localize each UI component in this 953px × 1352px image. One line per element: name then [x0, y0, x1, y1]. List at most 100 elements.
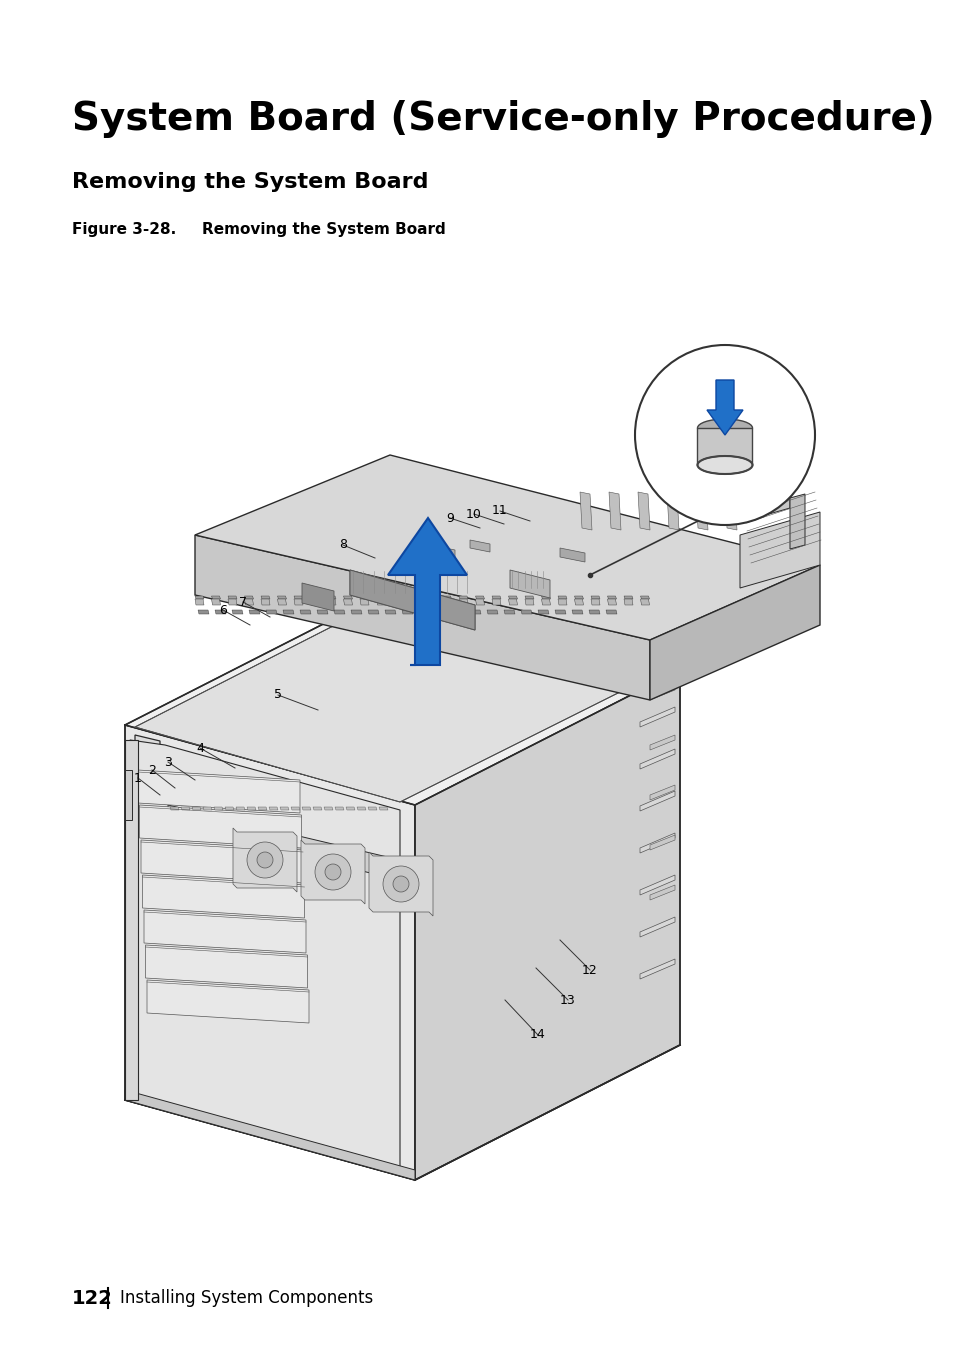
- Polygon shape: [607, 599, 616, 604]
- Polygon shape: [388, 518, 467, 665]
- Polygon shape: [393, 599, 401, 604]
- Polygon shape: [247, 807, 255, 810]
- Polygon shape: [426, 599, 435, 604]
- Circle shape: [247, 842, 283, 877]
- Polygon shape: [442, 599, 451, 604]
- Polygon shape: [639, 917, 675, 937]
- Polygon shape: [194, 535, 649, 700]
- Polygon shape: [228, 596, 236, 599]
- Polygon shape: [299, 610, 311, 614]
- Polygon shape: [376, 599, 385, 604]
- Polygon shape: [537, 610, 548, 614]
- Polygon shape: [401, 610, 413, 614]
- Polygon shape: [141, 840, 303, 883]
- Circle shape: [635, 345, 814, 525]
- Polygon shape: [310, 596, 319, 599]
- Circle shape: [325, 864, 340, 880]
- Polygon shape: [724, 492, 737, 530]
- Polygon shape: [486, 610, 497, 614]
- Polygon shape: [125, 1090, 415, 1180]
- Polygon shape: [639, 875, 675, 895]
- Polygon shape: [588, 610, 599, 614]
- Polygon shape: [369, 852, 433, 917]
- Circle shape: [314, 854, 351, 890]
- Polygon shape: [261, 599, 270, 604]
- Polygon shape: [508, 596, 517, 599]
- Polygon shape: [649, 786, 675, 800]
- Polygon shape: [302, 807, 311, 810]
- Polygon shape: [393, 596, 401, 599]
- Polygon shape: [639, 959, 675, 979]
- Polygon shape: [310, 599, 319, 604]
- Polygon shape: [194, 599, 204, 604]
- Polygon shape: [649, 886, 675, 900]
- Polygon shape: [555, 610, 565, 614]
- Polygon shape: [649, 836, 675, 850]
- Polygon shape: [639, 596, 649, 599]
- Polygon shape: [343, 596, 352, 599]
- Polygon shape: [294, 596, 303, 599]
- Text: Removing the System Board: Removing the System Board: [71, 172, 428, 192]
- Polygon shape: [475, 599, 484, 604]
- Polygon shape: [475, 596, 484, 599]
- Text: 1: 1: [134, 772, 142, 784]
- Polygon shape: [649, 685, 675, 700]
- Polygon shape: [409, 599, 418, 604]
- Text: 9: 9: [446, 511, 454, 525]
- Polygon shape: [343, 599, 352, 604]
- Polygon shape: [170, 807, 179, 810]
- Polygon shape: [125, 589, 679, 804]
- Polygon shape: [302, 583, 334, 611]
- Polygon shape: [639, 665, 675, 685]
- Polygon shape: [623, 596, 633, 599]
- Polygon shape: [327, 596, 335, 599]
- Polygon shape: [579, 492, 592, 530]
- Polygon shape: [130, 740, 399, 1168]
- Polygon shape: [269, 807, 277, 810]
- Polygon shape: [639, 599, 649, 604]
- Polygon shape: [574, 596, 583, 599]
- Polygon shape: [558, 599, 566, 604]
- Polygon shape: [168, 804, 399, 880]
- Polygon shape: [351, 610, 361, 614]
- Polygon shape: [639, 791, 675, 811]
- Polygon shape: [212, 596, 220, 599]
- Polygon shape: [232, 610, 243, 614]
- Polygon shape: [740, 512, 820, 588]
- Polygon shape: [574, 599, 583, 604]
- Polygon shape: [436, 610, 447, 614]
- Polygon shape: [138, 771, 299, 813]
- Polygon shape: [244, 599, 253, 604]
- Polygon shape: [590, 599, 599, 604]
- Polygon shape: [350, 571, 475, 630]
- Polygon shape: [194, 596, 204, 599]
- Polygon shape: [125, 771, 132, 821]
- Text: Figure 3-28.   Removing the System Board: Figure 3-28. Removing the System Board: [71, 222, 445, 237]
- Polygon shape: [194, 456, 820, 639]
- Polygon shape: [541, 599, 550, 604]
- Polygon shape: [789, 493, 804, 549]
- Polygon shape: [492, 596, 500, 599]
- Circle shape: [393, 876, 409, 892]
- Polygon shape: [639, 707, 675, 727]
- Text: 12: 12: [581, 964, 598, 976]
- Polygon shape: [503, 610, 515, 614]
- Polygon shape: [430, 545, 455, 560]
- Text: 7: 7: [239, 595, 247, 608]
- Polygon shape: [335, 807, 344, 810]
- Polygon shape: [458, 596, 468, 599]
- Polygon shape: [225, 807, 233, 810]
- Polygon shape: [510, 571, 550, 598]
- Polygon shape: [350, 571, 475, 630]
- Polygon shape: [144, 910, 306, 953]
- Polygon shape: [426, 596, 435, 599]
- Polygon shape: [541, 596, 550, 599]
- Polygon shape: [418, 610, 430, 614]
- Polygon shape: [139, 804, 301, 848]
- Polygon shape: [378, 807, 388, 810]
- Polygon shape: [301, 840, 365, 904]
- Text: Installing System Components: Installing System Components: [120, 1288, 373, 1307]
- Polygon shape: [706, 380, 742, 435]
- Ellipse shape: [697, 419, 752, 437]
- Polygon shape: [228, 599, 236, 604]
